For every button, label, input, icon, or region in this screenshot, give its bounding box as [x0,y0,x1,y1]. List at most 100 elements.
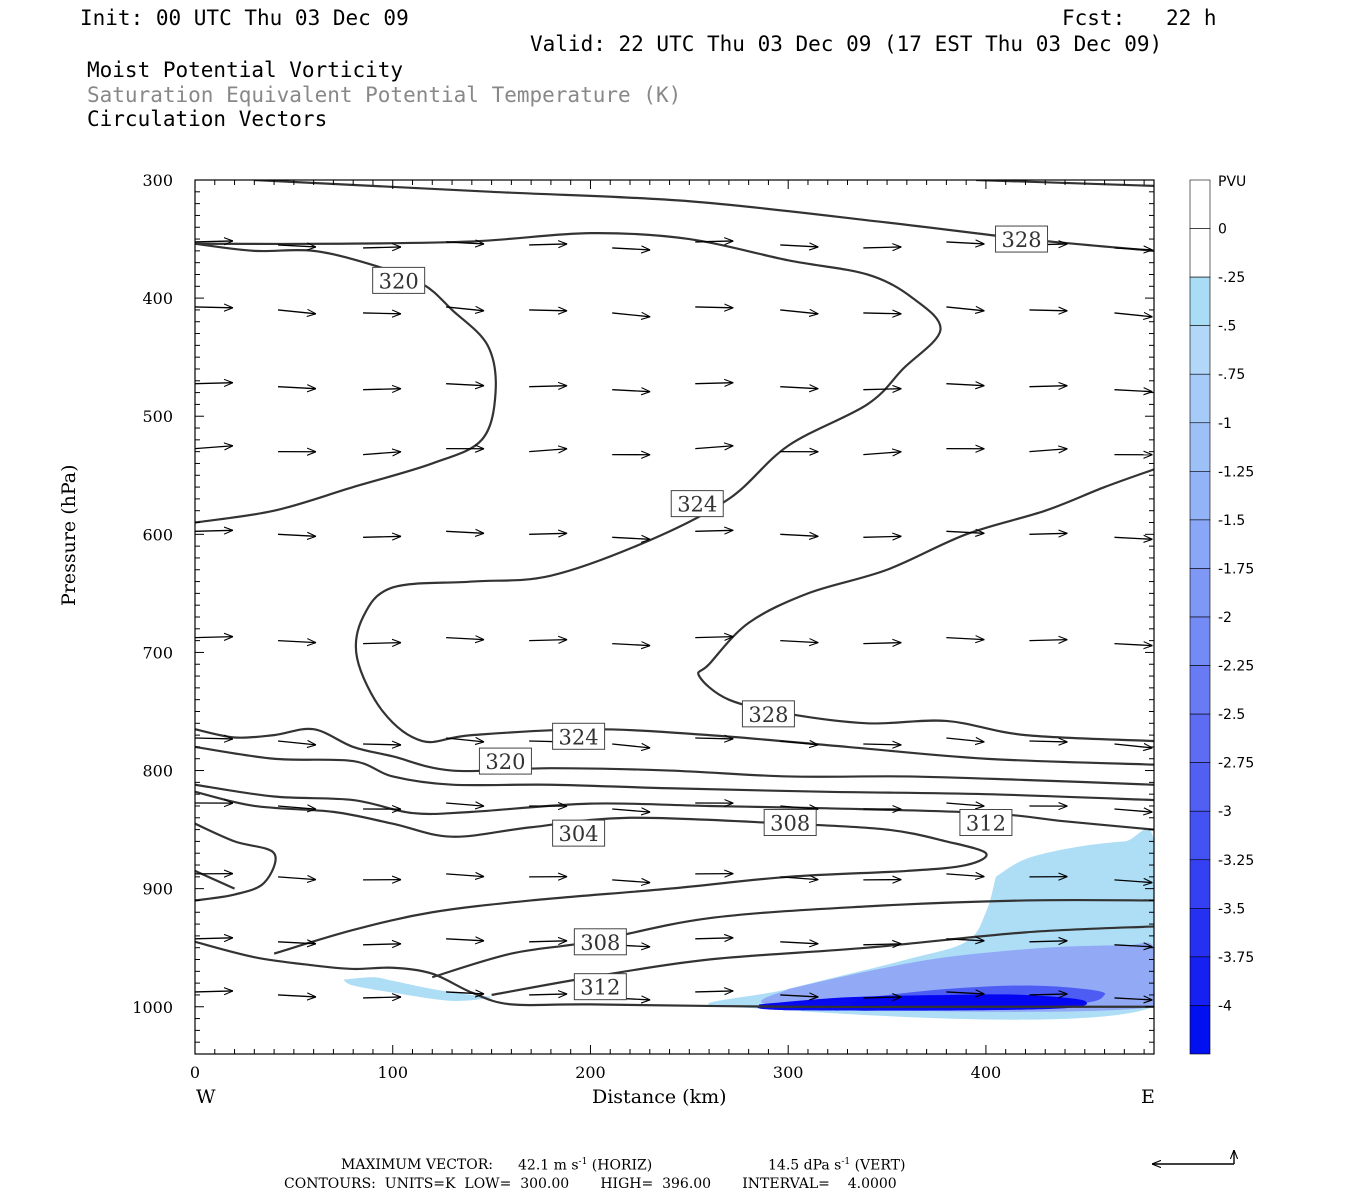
colorbar-label: -2.25 [1218,659,1254,675]
circulation-vector [195,938,233,939]
circulation-vector [1029,310,1067,311]
colorbar-swatch [1189,568,1211,618]
circulation-vector [363,944,401,945]
axes-layer: 300 400 500 600 700 800 900 1000 0 100 200 300 400 [132,171,1154,1082]
circulation-vector [529,994,567,995]
contour-label-text: 308 [770,812,810,836]
circulation-vector [946,992,984,994]
circulation-vector [695,383,733,384]
circulation-vector [446,531,484,533]
circulation-vector [863,944,901,945]
circulation-vector [363,643,401,644]
contour-label: 324 [670,490,724,518]
contour-label-box [741,700,795,728]
pv-shade-region [343,977,493,1001]
circulation-vector [1114,248,1152,250]
circulation-vector [863,744,901,745]
circulation-vector [446,992,484,994]
circulation-vector [195,383,233,384]
circulation-vector [780,942,818,944]
colorbar-swatch [1189,762,1211,812]
circulation-vector [612,248,650,250]
contour-label-box [995,225,1049,253]
y-tick-label: 300 [142,171,173,190]
circulation-vector [529,533,567,534]
circulation-vector [946,531,984,533]
y-tick-label: 700 [142,643,173,662]
contour-label-text: 324 [559,725,599,749]
x-tick-label: 300 [773,1063,804,1082]
contour-label-text: 328 [748,703,788,727]
circulation-vector-layer [195,241,1152,1000]
circulation-vector [1029,386,1067,387]
colorbar-swatch [1189,228,1211,278]
colorbar-swatch [1189,859,1211,909]
circulation-vector [863,643,901,644]
contour-label-text: 320 [485,750,525,774]
circulation-vector [946,803,984,806]
contour-label: 320 [372,266,426,294]
circulation-vector [695,738,733,739]
circulation-vector [946,242,984,244]
circulation-vector [946,738,984,742]
forecast-label: Fcst: [1062,6,1126,30]
circulation-vector [863,389,901,390]
circulation-vector [1114,945,1152,947]
forecast-hours: 22 h [1166,6,1217,30]
circulation-vector [446,738,484,742]
circulation-vector [1029,941,1067,942]
colorbar-label: -1.75 [1218,561,1254,577]
theta-contour-316 [195,940,1154,1009]
contour-label-box [478,747,532,775]
colorbar-swatch [1189,956,1211,1006]
circulation-vector [780,387,818,389]
circulation-vector [780,741,818,745]
colorbar-swatch [1189,276,1211,326]
circulation-vector [446,638,484,640]
colorbar-swatch [1189,519,1211,569]
circulation-vector [695,991,733,992]
circulation-vector [446,939,484,941]
colorbar-swatch [1189,810,1211,861]
colorbar-swatch [1189,908,1211,958]
circulation-vector [1114,390,1152,392]
colorbar-label: -3 [1218,804,1232,820]
x-tick-label: 100 [377,1063,408,1082]
contour-label: 308 [573,928,627,956]
contour-label: 308 [763,809,817,837]
circulation-vector [195,307,233,308]
contour-label-box [959,809,1013,837]
circulation-vector [612,313,650,317]
x-tick-label: 400 [971,1063,1002,1082]
circulation-vector [612,644,650,646]
circulation-vector [780,310,818,314]
circulation-vector [363,997,401,998]
circulation-vector [695,307,733,308]
colorbar-label: -2.75 [1218,756,1254,772]
circulation-vector [1029,994,1067,995]
field-theta-es: Saturation Equivalent Potential Temperat… [87,83,682,107]
circulation-vector [446,803,484,806]
colorbar-swatch [1189,471,1211,521]
contour-label-box [372,266,426,294]
circulation-vector [529,640,567,641]
circulation-vector [946,874,984,877]
contour-label-box [763,809,817,837]
circulation-vector [1114,744,1152,748]
circulation-vector [529,310,567,311]
valid-time: Valid: 22 UTC Thu 03 Dec 09 (17 EST Thu … [530,32,1163,56]
circulation-vector [195,738,233,739]
colorbar-swatch [1189,373,1211,424]
colorbar-label: -1 [1218,416,1232,432]
y-tick-label: 400 [142,289,173,308]
circulation-vector [278,387,316,389]
circulation-vector [363,389,401,390]
circulation-vector [612,744,650,748]
max-vert-value: 14.5 dPa s-1 (VERT) [768,1157,906,1174]
contour-label-text: 324 [677,493,717,517]
circulation-vector [946,384,984,386]
colorbar-swatch [1189,616,1211,666]
circulation-vector [1114,313,1152,317]
circulation-vector [446,874,484,877]
x-axis-title: Distance (km) [592,1086,727,1108]
